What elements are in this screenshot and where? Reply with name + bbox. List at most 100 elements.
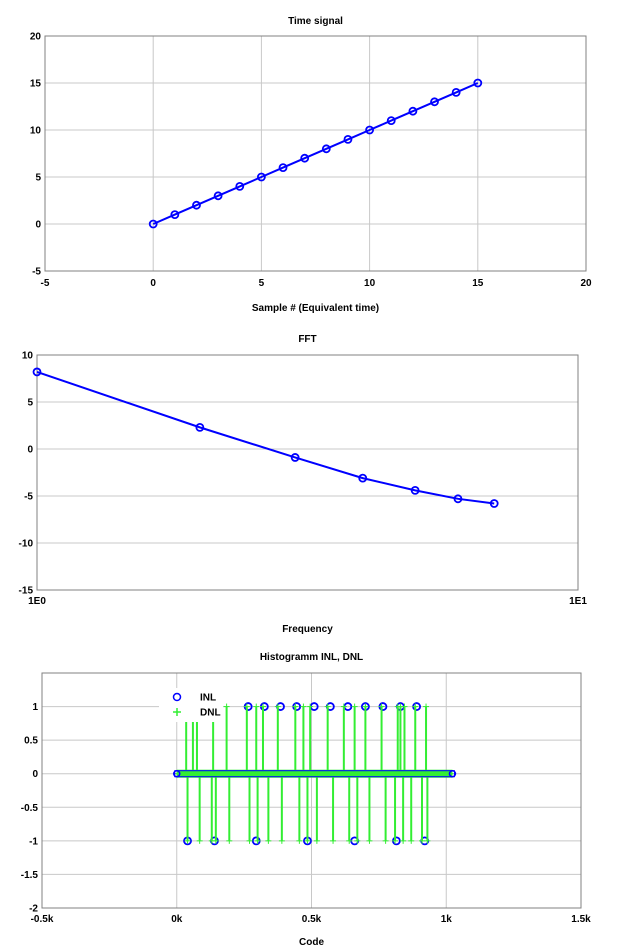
time-y-tick-label: 15 xyxy=(30,79,42,90)
dnl-point xyxy=(184,837,191,844)
hist-plot-frame xyxy=(41,672,582,909)
time-data-point xyxy=(430,97,439,107)
hist-x-tick-label: 0.5k xyxy=(302,914,322,925)
dnl-point xyxy=(401,703,408,710)
hist-x-tick-label: -0.5k xyxy=(31,914,54,925)
time-data-point xyxy=(148,219,158,229)
time-data-point xyxy=(256,172,266,182)
fft-grid xyxy=(36,354,579,591)
dnl-point xyxy=(392,837,399,844)
fft-plot-frame xyxy=(36,354,579,591)
time-data-point xyxy=(408,106,418,116)
hist-x-axis-label: Code xyxy=(299,937,324,947)
legend-inl-marker xyxy=(172,692,182,702)
hist-x-tick-label: 1k xyxy=(441,914,453,925)
dnl-point xyxy=(274,703,281,710)
time-x-tick-label: 15 xyxy=(472,278,484,289)
fft-x-tick-label: 1E1 xyxy=(569,596,587,607)
time-x-tick-label: 0 xyxy=(150,278,156,289)
time-series-0 xyxy=(148,78,483,229)
time-data-point xyxy=(343,134,353,144)
dnl-point xyxy=(382,837,389,844)
dnl-point xyxy=(196,837,203,844)
hist-legend: INL DNL xyxy=(159,688,223,722)
fft-y-tick-label: 10 xyxy=(22,351,34,362)
dnl-point xyxy=(223,703,230,710)
time-data-point xyxy=(365,125,375,135)
hist-x-tick-label: 0k xyxy=(171,914,183,925)
fft-y-tick-label: 5 xyxy=(27,398,33,409)
dnl-point xyxy=(378,703,385,710)
dnl-point xyxy=(408,837,415,844)
time-data-point xyxy=(278,163,288,173)
dnl-point xyxy=(362,703,369,710)
fft-x-axis-label: Frequency xyxy=(282,624,333,635)
inl-zero-outline xyxy=(174,770,455,778)
dnl-point xyxy=(423,703,430,710)
fft-chart-title: FFT xyxy=(298,334,316,345)
time-y-tick-label: 20 xyxy=(30,32,42,43)
hist-y-tick-label: 1 xyxy=(32,702,38,713)
hist-chart-title: Histogramm INL, DNL xyxy=(260,652,363,663)
time-x-tick-label: 20 xyxy=(580,278,592,289)
dnl-point xyxy=(265,837,272,844)
dnl-point xyxy=(226,837,233,844)
dnl-point xyxy=(366,837,373,844)
fft-data-point xyxy=(453,494,463,504)
fft-y-tick-label: -15 xyxy=(19,586,34,597)
fft-series-0 xyxy=(32,367,499,508)
dnl-point xyxy=(212,837,219,844)
dnl-point xyxy=(307,703,314,710)
dnl-point xyxy=(278,837,285,844)
dnl-point xyxy=(243,703,250,710)
time-series-line xyxy=(152,82,479,225)
dnl-point xyxy=(351,703,358,710)
time-data-point xyxy=(235,181,245,191)
legend-inl-label: INL xyxy=(200,693,216,704)
time-x-tick-label: 5 xyxy=(259,278,265,289)
fft-data-point xyxy=(290,453,300,462)
fft-series-line xyxy=(36,370,495,505)
time-chart-title: Time signal xyxy=(288,16,343,27)
legend-dnl-label: DNL xyxy=(200,708,221,719)
time-x-tick-label: -5 xyxy=(41,278,50,289)
time-y-tick-label: -5 xyxy=(32,267,41,278)
dnl-point xyxy=(253,703,260,710)
fft-y-tick-label: 0 xyxy=(27,445,33,456)
dnl-point xyxy=(424,837,431,844)
hist-y-tick-label: -1.5 xyxy=(21,870,39,881)
time-data-point xyxy=(192,200,201,210)
dnl-point xyxy=(354,837,361,844)
time-data-point xyxy=(473,78,483,88)
fft-data-point xyxy=(32,367,42,377)
dnl-point xyxy=(304,837,311,844)
fft-chart: FFT -15 -10 -5 0 5 10 1E0 1E1 Frequency xyxy=(19,334,588,635)
dnl-point xyxy=(400,837,407,844)
hist-y-tick-label: -0.5 xyxy=(21,803,39,814)
hist-series-dnl xyxy=(174,703,454,844)
dnl-point xyxy=(246,837,253,844)
time-y-tick-label: 10 xyxy=(30,126,42,137)
time-y-tick-label: 5 xyxy=(35,173,41,184)
dnl-point xyxy=(330,837,337,844)
dnl-point xyxy=(412,703,419,710)
time-chart: Time signal -5 0 5 10 15 20 -5 0 5 10 15 20 Sample # … xyxy=(30,16,592,314)
hist-x-tick-label: 1.5k xyxy=(571,914,591,925)
fft-x-tick-label: 1E0 xyxy=(28,596,46,607)
time-x-tick-label: 10 xyxy=(364,278,376,289)
fft-data-point xyxy=(489,499,499,508)
time-data-point xyxy=(170,210,180,220)
fft-data-point xyxy=(358,473,368,483)
time-x-axis-label: Sample # (Equivalent time) xyxy=(252,303,379,314)
hist-y-tick-label: 0.5 xyxy=(24,736,38,747)
fft-y-tick-label: -5 xyxy=(24,492,33,503)
hist-chart: Histogramm INL, DNL -2 -1.5 -1 -0.5 0 0.5 1 -0.5… xyxy=(21,652,591,947)
dnl-point xyxy=(313,837,320,844)
fft-y-tick-label: -10 xyxy=(19,539,34,550)
dnl-point xyxy=(254,837,261,844)
dnl-point xyxy=(292,703,299,710)
time-data-point xyxy=(300,153,310,163)
time-data-point xyxy=(451,88,461,97)
hist-y-tick-label: -1 xyxy=(29,836,38,847)
legend-background xyxy=(159,688,223,722)
